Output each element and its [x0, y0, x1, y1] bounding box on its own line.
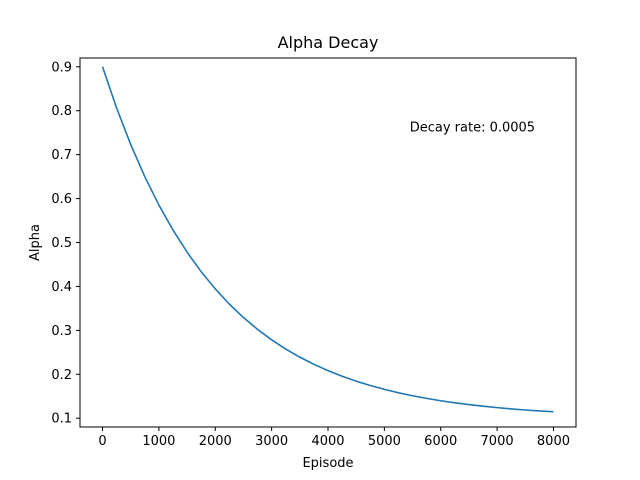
y-tick-label: 0.9: [51, 60, 72, 75]
x-axis-label: Episode: [302, 456, 353, 471]
y-axis-label: Alpha: [28, 224, 43, 261]
y-tick-label: 0.2: [51, 368, 72, 383]
x-tick-label: 4000: [311, 434, 344, 449]
x-tick-label: 3000: [255, 434, 288, 449]
y-tick-label: 0.6: [51, 192, 72, 207]
x-tick-label: 2000: [199, 434, 232, 449]
y-tick-label: 0.3: [51, 324, 72, 339]
y-tick-label: 0.1: [51, 412, 72, 427]
x-tick-label: 6000: [424, 434, 457, 449]
x-tick-label: 8000: [537, 434, 570, 449]
y-tick-label: 0.4: [51, 280, 72, 295]
x-tick-label: 5000: [368, 434, 401, 449]
x-tick-label: 1000: [142, 434, 175, 449]
y-tick-label: 0.5: [51, 236, 72, 251]
annotation-text: Decay rate: 0.0005: [410, 121, 535, 136]
y-tick-label: 0.7: [51, 148, 72, 163]
x-tick-label: 7000: [481, 434, 514, 449]
y-tick-label: 0.8: [51, 104, 72, 119]
chart-title: Alpha Decay: [278, 33, 379, 52]
x-tick-label: 0: [98, 434, 106, 449]
plot-frame: [79, 57, 577, 428]
series-line: [101, 66, 554, 413]
